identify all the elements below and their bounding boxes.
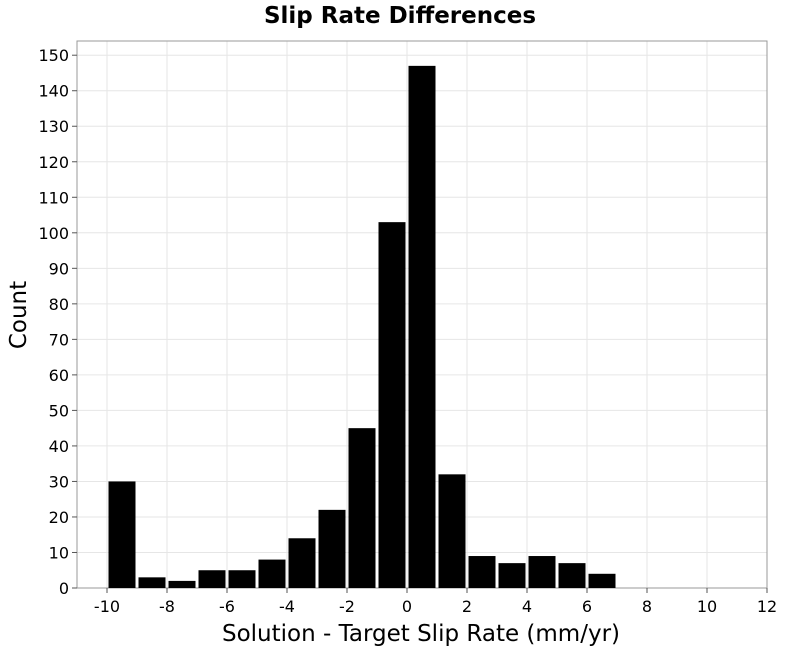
y-tick-label: 80: [49, 295, 69, 314]
bars: [108, 65, 616, 588]
bar: [408, 65, 436, 588]
y-tick-label: 0: [59, 579, 69, 598]
bar: [168, 580, 196, 588]
y-tick-label: 140: [38, 82, 69, 101]
bar: [528, 556, 556, 588]
bar: [558, 563, 586, 588]
bar: [498, 563, 526, 588]
y-tick-label: 120: [38, 153, 69, 172]
x-tick-label: 2: [462, 597, 472, 616]
x-axis-label: Solution - Target Slip Rate (mm/yr): [222, 621, 620, 647]
y-axis: 0 10 20 30 40 50 60 70 80 90 100 110 120 130 140 150: [38, 46, 77, 598]
bar: [288, 538, 316, 588]
x-tick-label: 0: [402, 597, 412, 616]
y-tick-label: 130: [38, 117, 69, 136]
bar: [378, 222, 406, 588]
y-tick-label: 60: [49, 366, 69, 385]
x-tick-label: 12: [757, 597, 777, 616]
y-tick-label: 10: [49, 543, 69, 562]
bar: [198, 570, 226, 588]
x-tick-label: 6: [582, 597, 592, 616]
bar: [258, 559, 286, 588]
x-tick-label: -4: [279, 597, 295, 616]
y-tick-label: 40: [49, 437, 69, 456]
x-tick-label: -6: [219, 597, 235, 616]
y-tick-label: 150: [38, 46, 69, 65]
bar: [138, 577, 166, 588]
bar: [438, 474, 466, 588]
bar: [108, 481, 136, 588]
y-tick-label: 90: [49, 259, 69, 278]
bar: [318, 509, 346, 588]
bar: [228, 570, 256, 588]
y-tick-label: 30: [49, 472, 69, 491]
chart-title: Slip Rate Differences: [264, 3, 536, 29]
y-axis-label: Count: [6, 281, 32, 349]
x-tick-label: 10: [697, 597, 717, 616]
y-tick-label: 20: [49, 508, 69, 527]
y-tick-label: 50: [49, 401, 69, 420]
x-tick-label: -2: [339, 597, 355, 616]
x-tick-label: -10: [94, 597, 120, 616]
bar: [348, 428, 376, 588]
x-axis: -10 -8 -6 -4 -2 0 2 4 6 8 10 12: [94, 588, 777, 616]
y-tick-label: 100: [38, 224, 69, 243]
x-tick-label: 8: [642, 597, 652, 616]
bar: [468, 556, 496, 588]
x-tick-label: -8: [159, 597, 175, 616]
y-tick-label: 70: [49, 330, 69, 349]
y-tick-label: 110: [38, 188, 69, 207]
bar: [588, 573, 616, 588]
x-tick-label: 4: [522, 597, 532, 616]
